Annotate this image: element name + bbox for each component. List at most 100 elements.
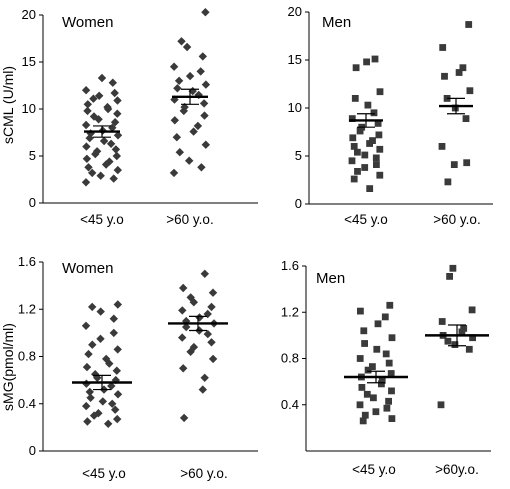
data-point [356, 127, 364, 135]
data-point [177, 37, 186, 46]
data-point [86, 393, 95, 402]
data-point [81, 120, 91, 130]
data-point [348, 115, 356, 122]
data-point [89, 411, 99, 420]
ylabel-top: sCML (U/ml) [0, 66, 16, 144]
data-point [88, 302, 97, 312]
data-point [85, 133, 94, 143]
data-point [387, 370, 395, 377]
data-point [455, 69, 463, 76]
y-tick-label: 1.2 [18, 301, 36, 316]
panel-women-smg: 0 0.4 0.8 1.2 1.6 Women <45 y.o >60 y.o. [18, 254, 258, 481]
data-point [388, 387, 395, 395]
data-point [109, 174, 118, 183]
data-point [207, 302, 216, 312]
data-point [102, 354, 111, 364]
y-tick-label: 20 [288, 4, 302, 19]
data-point [465, 21, 473, 28]
data-point [84, 163, 93, 172]
data-point [179, 106, 188, 116]
data-point [366, 185, 374, 192]
data-point [208, 354, 218, 364]
data-point [108, 123, 117, 132]
data-point [361, 164, 369, 171]
data-point [386, 301, 394, 309]
y-tick-label: 15 [288, 52, 302, 67]
data-point [200, 111, 209, 120]
data-point [85, 387, 94, 397]
data-point [172, 133, 181, 142]
data-point [201, 8, 210, 17]
data-point [203, 329, 212, 339]
data-point [81, 321, 91, 330]
data-point [354, 148, 361, 156]
y-tick-label: 0.4 [281, 397, 299, 412]
data-point [105, 359, 114, 368]
data-point [458, 328, 466, 336]
data-point [200, 269, 209, 278]
x-category-label: <45 y.o [80, 212, 124, 227]
y-tick-label: 0 [295, 196, 302, 211]
data-point [83, 106, 92, 116]
data-point [207, 338, 216, 347]
data-point [197, 163, 206, 172]
data-point [103, 104, 113, 114]
y-tick-label: 0.8 [281, 351, 299, 366]
y-tick-label: 10 [288, 100, 302, 115]
data-point [193, 121, 203, 131]
data-point [81, 86, 91, 95]
y-tick-label: 0 [29, 443, 36, 458]
y-tick-label: 1.6 [18, 254, 36, 269]
data-point [350, 143, 358, 150]
y-tick-label: 0.8 [18, 349, 36, 364]
data-point [186, 347, 195, 356]
data-point [96, 334, 105, 343]
data-point [195, 313, 204, 322]
data-point [98, 397, 107, 406]
data-point [82, 142, 91, 151]
data-point [185, 71, 195, 81]
y-tick-label: 10 [22, 101, 36, 116]
data-point [82, 362, 92, 372]
data-point [376, 145, 384, 153]
data-point [460, 325, 468, 332]
data-point [200, 373, 209, 382]
data-point [438, 318, 446, 325]
data-point [113, 345, 122, 354]
data-point [360, 327, 368, 335]
data-point [451, 341, 459, 348]
data-point [82, 401, 91, 411]
data-point [179, 413, 189, 423]
data-point [350, 175, 358, 183]
data-point [364, 366, 372, 374]
data-point [101, 160, 111, 169]
y-tick-label: 5 [295, 148, 302, 163]
data-point [170, 116, 179, 125]
panel-title: Women [62, 260, 113, 277]
data-point [113, 300, 122, 309]
data-point [111, 405, 120, 414]
data-point [354, 168, 361, 175]
data-point [82, 154, 92, 163]
data-point [382, 350, 390, 358]
data-point [370, 394, 377, 402]
data-point [113, 390, 123, 399]
panel-men-smg: 0.4 0.8 1.2 1.6 Men <45 y.o >60y.o. [281, 258, 491, 477]
data-point [388, 415, 396, 422]
data-point [99, 136, 109, 146]
y-tick-label: 5 [29, 148, 36, 163]
data-point [356, 355, 364, 362]
data-point [388, 334, 396, 342]
data-point [378, 380, 385, 388]
data-point [169, 62, 179, 71]
data-point [198, 52, 207, 61]
data-point [444, 178, 452, 186]
data-point [106, 139, 116, 148]
y-tick-label: 20 [22, 7, 36, 22]
data-point [465, 345, 473, 353]
data-point [451, 104, 459, 112]
panel-title: Men [316, 270, 345, 287]
y-tick-label: 1.6 [281, 258, 299, 273]
x-category-label: >60 y.o. [180, 466, 227, 481]
data-point [91, 149, 100, 159]
